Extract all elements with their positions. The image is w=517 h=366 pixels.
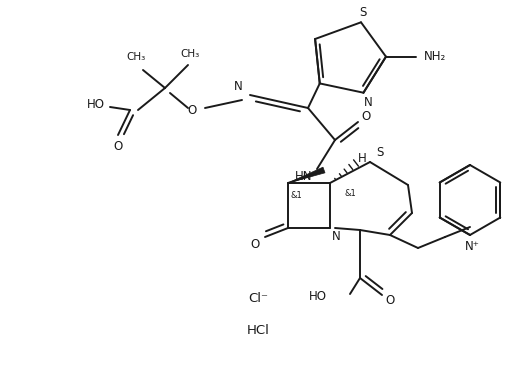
Text: HN: HN [295, 171, 313, 183]
Text: HO: HO [87, 98, 105, 112]
Polygon shape [288, 167, 325, 183]
Text: CH₃: CH₃ [180, 49, 200, 59]
Text: O: O [385, 294, 394, 306]
Text: &1: &1 [344, 188, 356, 198]
Text: Cl⁻: Cl⁻ [248, 291, 268, 305]
Text: O: O [113, 141, 123, 153]
Text: O: O [250, 239, 260, 251]
Text: H: H [358, 152, 367, 164]
Text: O: O [187, 105, 196, 117]
Text: O: O [361, 111, 371, 123]
Text: &1: &1 [290, 190, 302, 199]
Text: N: N [331, 229, 340, 243]
Text: N: N [364, 96, 373, 109]
Text: CH₃: CH₃ [126, 52, 146, 62]
Text: N: N [234, 81, 242, 93]
Text: N⁺: N⁺ [465, 240, 479, 254]
Text: NH₂: NH₂ [424, 50, 446, 63]
Text: HO: HO [309, 291, 327, 303]
Text: S: S [376, 146, 384, 158]
Text: HCl: HCl [247, 324, 269, 336]
Text: S: S [359, 6, 367, 19]
